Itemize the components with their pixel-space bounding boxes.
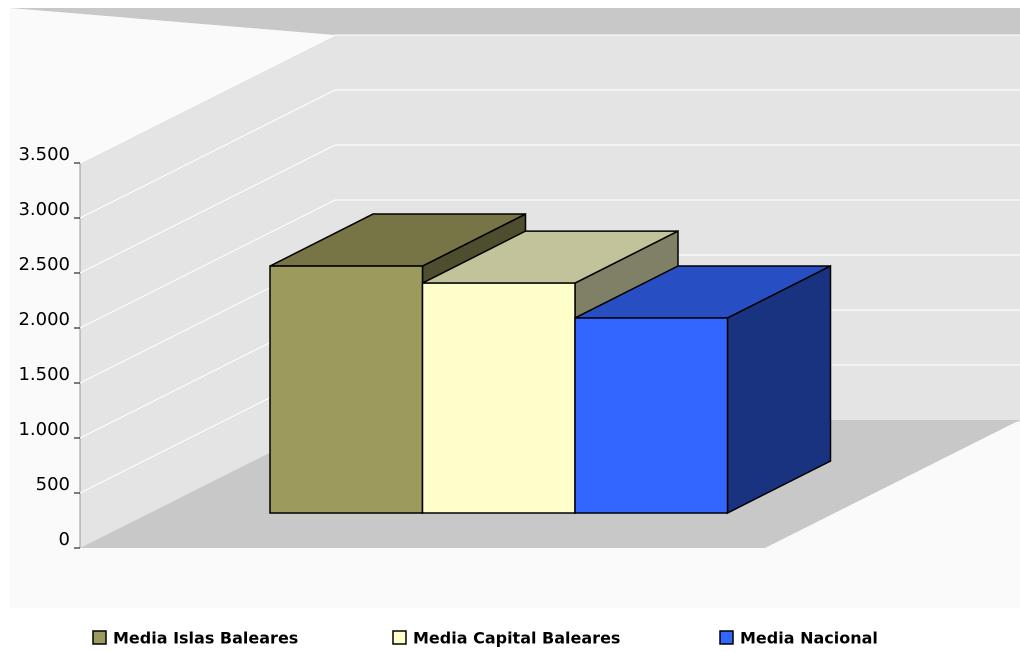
y-tick-label: 2.000: [18, 309, 70, 330]
bar: [574, 264, 832, 515]
y-tick-label: 3.000: [18, 199, 70, 220]
y-tick-label: 500: [36, 474, 70, 495]
bar-front: [574, 317, 729, 514]
y-tick-label: 3.500: [18, 144, 70, 165]
grid-line: [79, 34, 1020, 164]
grid-line: [79, 199, 1020, 329]
y-tick-label: 0: [59, 529, 70, 550]
top-band: [10, 8, 1020, 35]
y-tick-label: 2.500: [18, 254, 70, 275]
legend-swatch: [719, 630, 734, 645]
grid-line: [79, 144, 1020, 274]
grid-line: [79, 89, 1020, 219]
legend-swatch: [92, 630, 107, 645]
y-tick-label: 1.500: [18, 364, 70, 385]
bar-front: [421, 282, 576, 514]
legend-label: Media Nacional: [740, 629, 878, 648]
y-tick-label: 1.000: [18, 419, 70, 440]
legend-label: Media Capital Baleares: [413, 629, 620, 648]
legend-swatch: [392, 630, 407, 645]
bar-front: [269, 265, 424, 514]
legend-label: Media Islas Baleares: [113, 629, 298, 648]
